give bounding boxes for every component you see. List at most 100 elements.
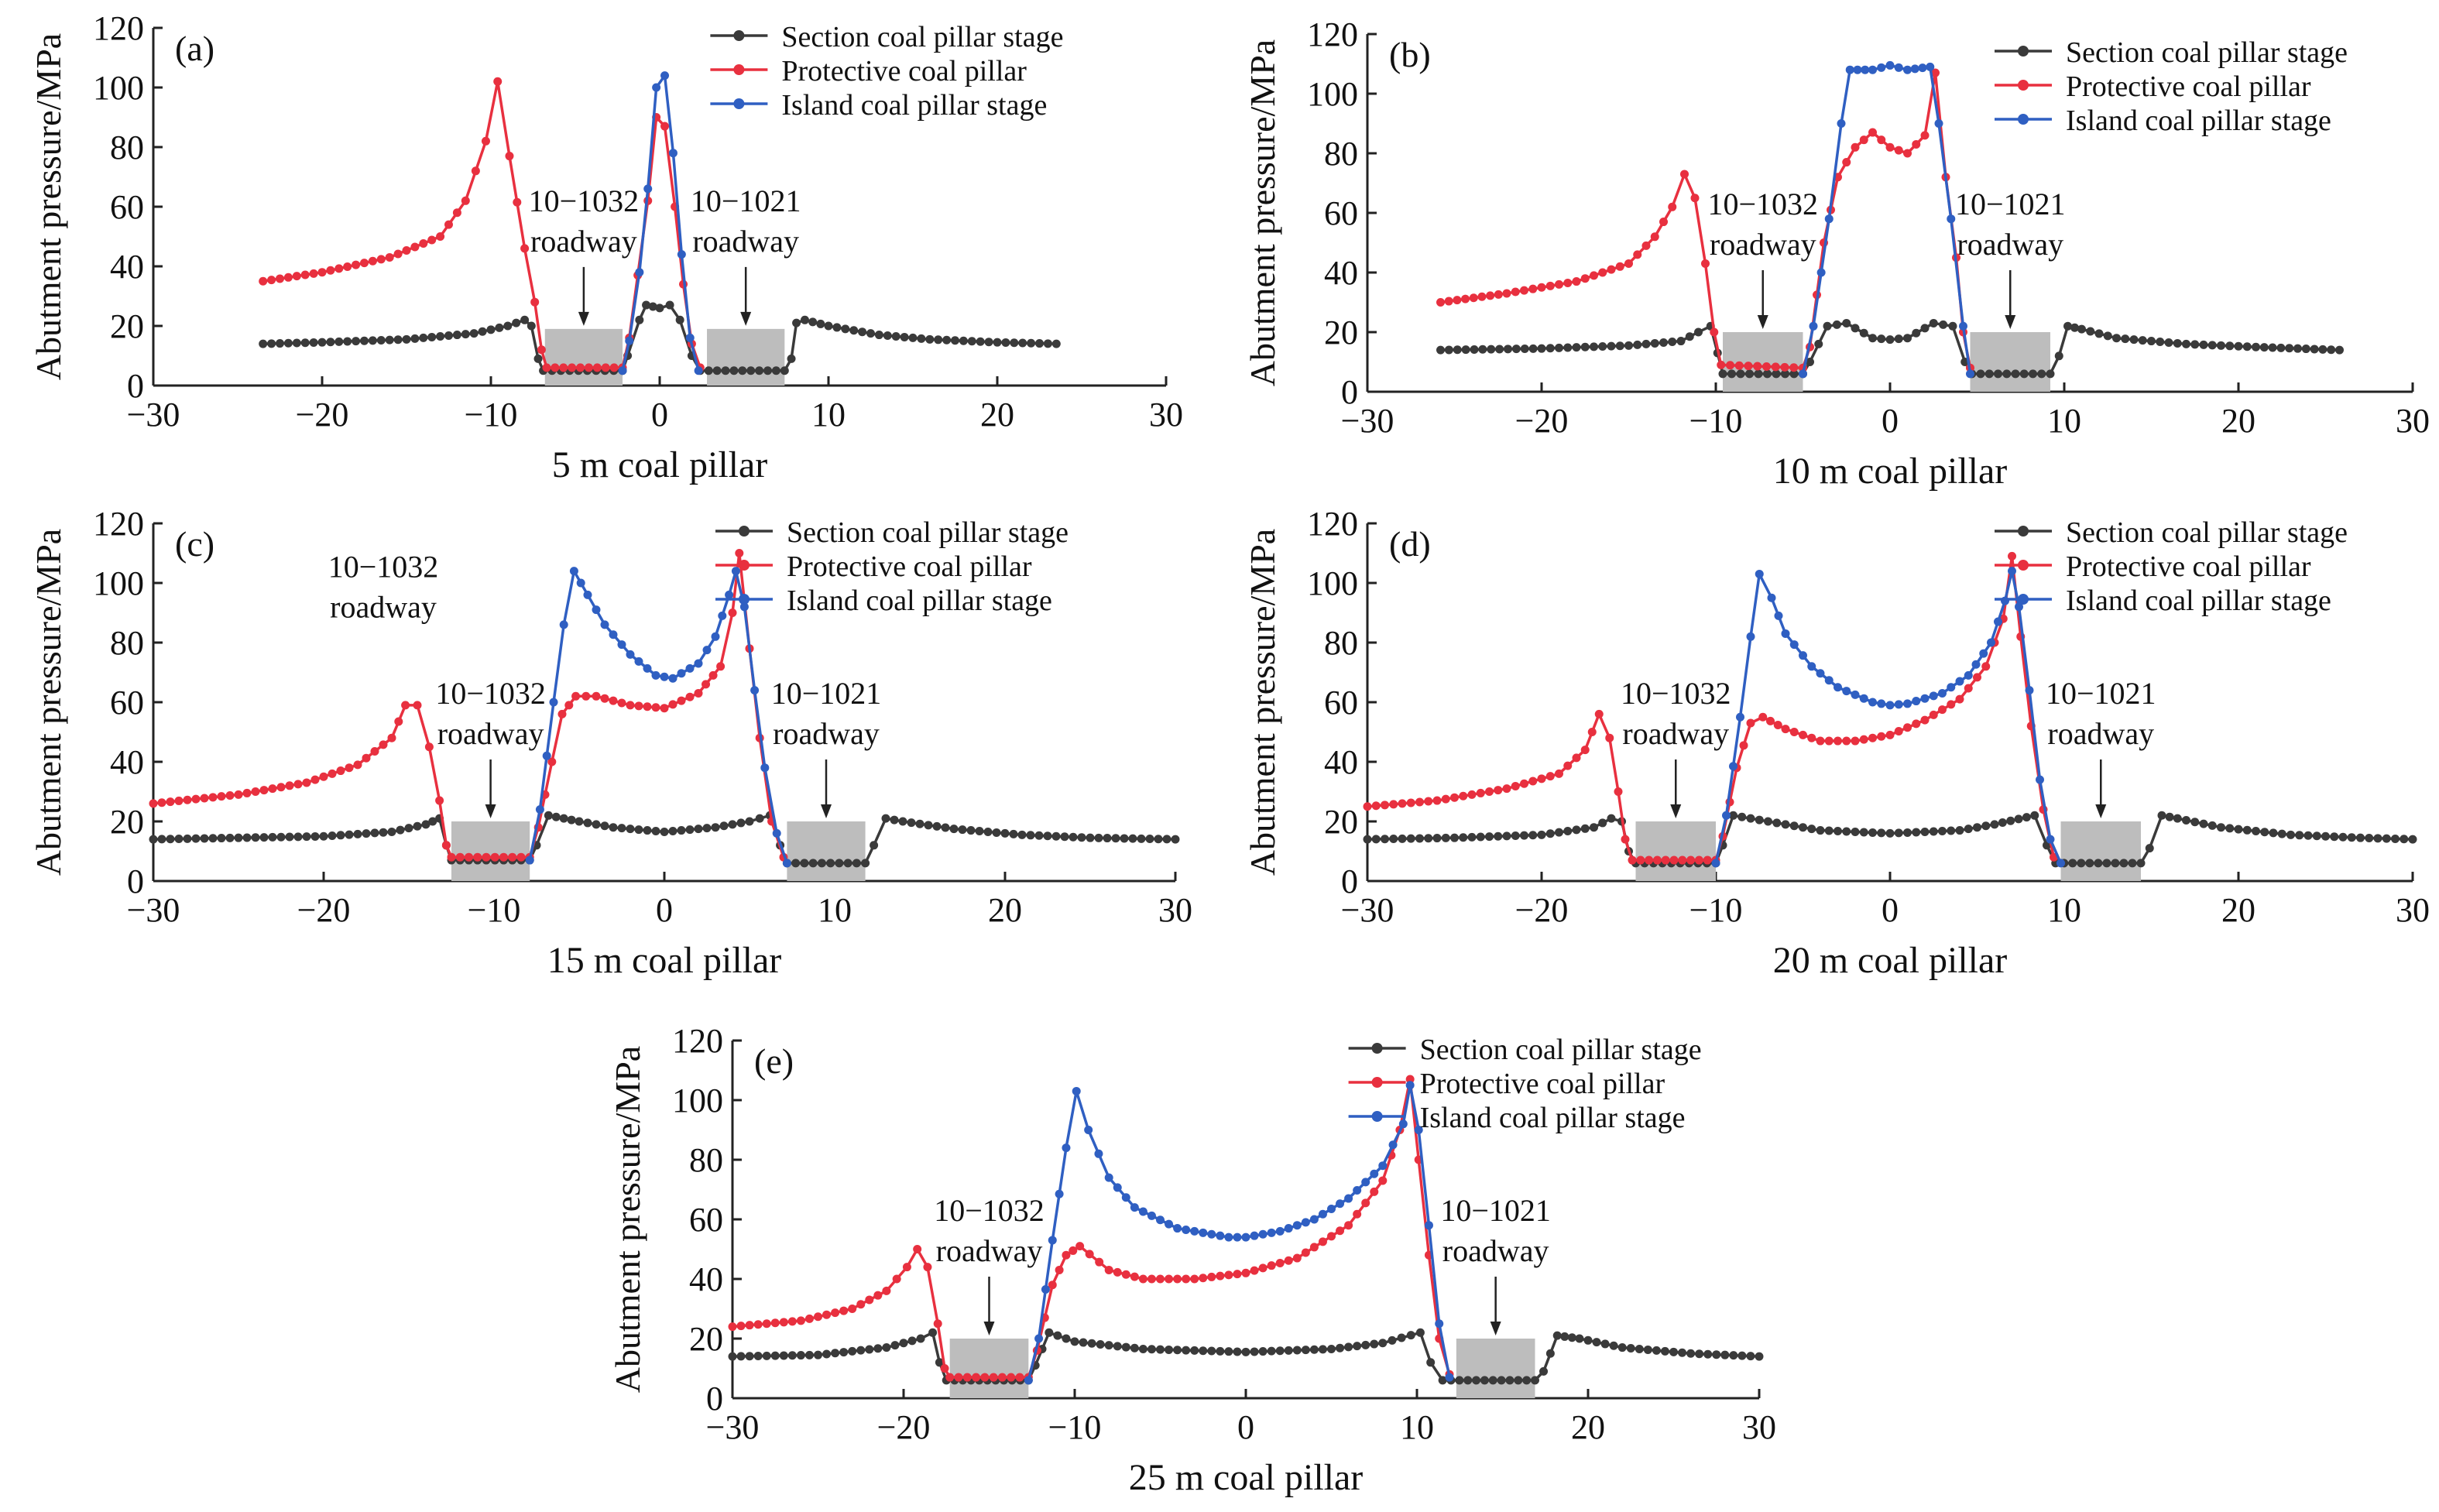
series-marker bbox=[149, 835, 158, 844]
series-marker bbox=[1545, 829, 1555, 838]
series-marker bbox=[1463, 1376, 1473, 1385]
series-marker bbox=[728, 1352, 737, 1361]
y-tick-label: 100 bbox=[672, 1082, 723, 1119]
series-marker bbox=[916, 1334, 925, 1343]
series-marker bbox=[242, 788, 252, 797]
y-axis-label: Abutment pressure/MPa bbox=[1243, 529, 1282, 876]
series-marker bbox=[402, 245, 411, 255]
series-marker bbox=[1156, 1274, 1165, 1284]
series-marker bbox=[1388, 1140, 1398, 1150]
series-marker bbox=[1572, 343, 1581, 352]
series-marker bbox=[1851, 736, 1860, 746]
series-marker bbox=[1903, 828, 1912, 837]
series-marker bbox=[1686, 1349, 1696, 1358]
series-marker bbox=[1903, 65, 1912, 74]
series-marker bbox=[1727, 369, 1736, 379]
series-marker bbox=[208, 793, 218, 802]
series-marker bbox=[576, 363, 585, 372]
series-marker bbox=[1859, 828, 1868, 837]
roadway-block bbox=[1456, 1339, 1535, 1398]
series-marker bbox=[983, 827, 993, 836]
series-marker bbox=[542, 751, 551, 760]
x-tick-label: 10 bbox=[2047, 891, 2081, 929]
series-marker bbox=[907, 818, 916, 828]
series-marker bbox=[1426, 1358, 1436, 1367]
series-marker bbox=[2014, 814, 2023, 824]
series-marker bbox=[276, 832, 286, 842]
series-marker bbox=[1575, 1334, 1584, 1343]
series-marker bbox=[568, 363, 577, 372]
series-marker bbox=[1650, 232, 1659, 242]
series-marker bbox=[302, 832, 311, 842]
roadway-block bbox=[544, 328, 623, 386]
series-marker bbox=[934, 335, 943, 345]
series-marker bbox=[1894, 146, 1903, 155]
series-marker bbox=[292, 272, 301, 281]
series-marker bbox=[1814, 339, 1823, 348]
series-marker bbox=[1371, 801, 1381, 811]
series-marker bbox=[932, 821, 942, 831]
series-marker bbox=[1607, 265, 1616, 274]
series-marker bbox=[368, 336, 377, 345]
series-marker bbox=[1389, 835, 1398, 844]
series-marker bbox=[1746, 814, 1755, 823]
series-marker bbox=[1275, 1258, 1285, 1267]
series-marker bbox=[1971, 660, 1981, 669]
x-tick-label: −20 bbox=[1515, 402, 1569, 440]
x-tick-label: −10 bbox=[1048, 1408, 1102, 1446]
series-marker bbox=[404, 824, 413, 833]
panel-label: (d) bbox=[1389, 524, 1431, 564]
series-marker bbox=[512, 318, 521, 327]
series-marker bbox=[200, 794, 209, 803]
series-marker bbox=[1381, 835, 1389, 844]
series-marker bbox=[1934, 119, 1943, 128]
series-marker bbox=[401, 701, 410, 710]
series-marker bbox=[1762, 362, 1771, 371]
roadway-sub: roadway bbox=[1622, 716, 1729, 751]
roadway-block bbox=[2060, 821, 2141, 881]
series-marker bbox=[728, 820, 737, 829]
x-tick-label: −20 bbox=[1515, 891, 1569, 929]
series-marker bbox=[1445, 1373, 1454, 1382]
series-marker bbox=[993, 338, 1002, 347]
series-marker bbox=[870, 841, 879, 850]
series-marker bbox=[419, 333, 428, 342]
series-marker bbox=[1624, 259, 1633, 268]
series-marker bbox=[1718, 369, 1727, 379]
series-marker bbox=[1918, 63, 1927, 73]
series-marker bbox=[1711, 859, 1720, 868]
series-marker bbox=[1528, 284, 1538, 293]
series-marker bbox=[1877, 828, 1886, 838]
series-marker bbox=[1224, 1347, 1233, 1356]
series-marker bbox=[1060, 832, 1069, 842]
series-marker bbox=[808, 859, 818, 868]
x-tick-label: −10 bbox=[1689, 891, 1743, 929]
series-marker bbox=[668, 149, 678, 158]
series-marker bbox=[1469, 293, 1478, 303]
series-marker bbox=[309, 338, 318, 347]
roadway-name: 10−1032 bbox=[1621, 676, 1731, 711]
series-marker bbox=[2019, 369, 2029, 379]
series-marker bbox=[1729, 811, 1737, 820]
series-marker bbox=[455, 852, 465, 862]
series-marker bbox=[2008, 567, 2016, 576]
panel-label: (b) bbox=[1389, 35, 1431, 74]
x-tick-label: 30 bbox=[2396, 891, 2430, 929]
y-tick-label: 100 bbox=[1307, 564, 1358, 602]
series-marker bbox=[1609, 1341, 1618, 1350]
series-marker bbox=[376, 255, 386, 264]
series-marker bbox=[962, 1373, 972, 1382]
series-marker bbox=[1514, 1376, 1523, 1385]
legend-marker bbox=[1371, 1077, 1383, 1088]
series-marker bbox=[1528, 777, 1538, 786]
series-marker bbox=[1877, 732, 1886, 741]
series-marker bbox=[925, 334, 935, 344]
series-marker bbox=[1853, 65, 1862, 74]
y-tick-label: 0 bbox=[1341, 373, 1358, 411]
series-marker bbox=[1486, 291, 1495, 300]
series-marker bbox=[1806, 358, 1814, 366]
series-marker bbox=[251, 787, 260, 796]
x-tick-label: −10 bbox=[465, 396, 518, 434]
series-marker bbox=[2156, 338, 2165, 347]
series-marker bbox=[505, 152, 514, 161]
